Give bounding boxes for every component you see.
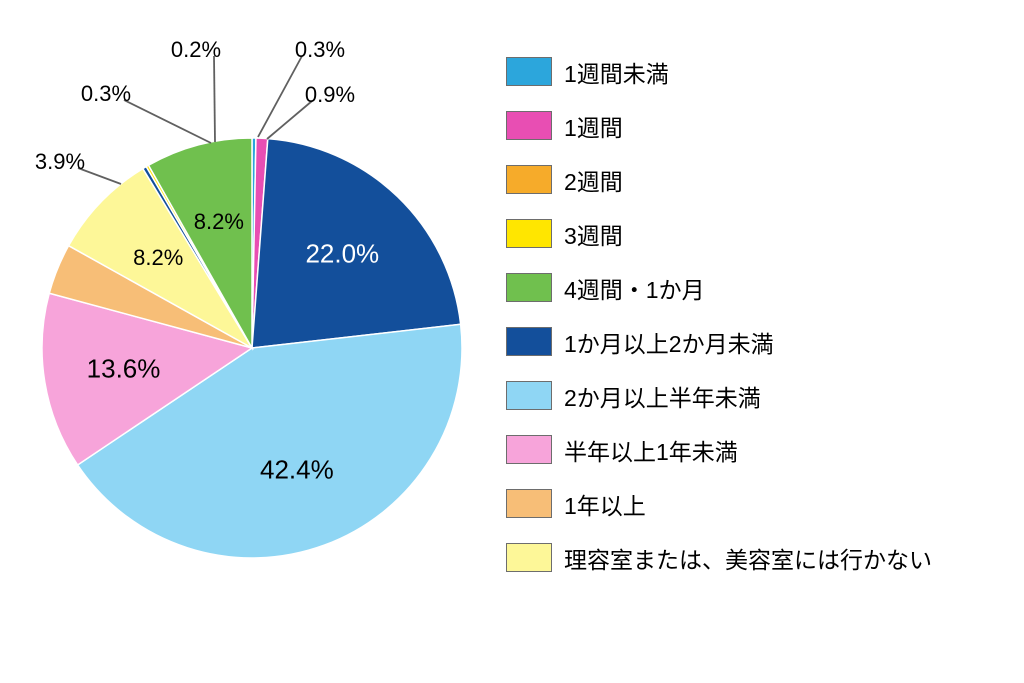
legend-item: 1週間	[506, 112, 932, 139]
legend-swatch	[506, 111, 552, 140]
legend-swatch	[506, 489, 552, 518]
legend-label: 1週間未満	[564, 55, 669, 89]
leader-line	[258, 56, 302, 137]
legend-swatch	[506, 165, 552, 194]
legend-swatch	[506, 327, 552, 356]
legend-item: 3週間	[506, 220, 932, 247]
chart-stage: 0.3% 0.9% 22.0% 42.4% 13.6% 3.9% 8.2% 0.3% 0.2% 8…	[0, 0, 1024, 683]
legend-label: 半年以上1年未満	[564, 433, 738, 467]
legend-item: 2週間	[506, 166, 932, 193]
legend-label: 3週間	[564, 217, 623, 251]
legend: 1週間未満 1週間 2週間 3週間 4週間・1か月 1か月以上2か月未満 2か月以上半年未満…	[506, 58, 932, 571]
legend-item: 1年以上	[506, 490, 932, 517]
leader-line	[214, 56, 215, 142]
leader-line	[124, 100, 211, 143]
legend-item: 理容室または、美容室には行かない	[506, 544, 932, 571]
legend-item: 2か月以上半年未満	[506, 382, 932, 409]
legend-label: 2週間	[564, 163, 623, 197]
slice-label: 0.3%	[295, 37, 345, 63]
legend-swatch	[506, 381, 552, 410]
slice-label: 13.6%	[87, 354, 161, 385]
slice-label: 0.2%	[171, 37, 221, 63]
legend-item: 4週間・1か月	[506, 274, 932, 301]
legend-swatch	[506, 435, 552, 464]
slice-label: 42.4%	[260, 455, 334, 486]
legend-label: 理容室または、美容室には行かない	[564, 541, 932, 575]
legend-label: 2か月以上半年未満	[564, 379, 761, 413]
legend-label: 1週間	[564, 109, 623, 143]
slice-label: 0.9%	[305, 82, 355, 108]
legend-item: 半年以上1年未満	[506, 436, 932, 463]
slice-label: 8.2%	[133, 245, 183, 271]
legend-swatch	[506, 57, 552, 86]
legend-item: 1週間未満	[506, 58, 932, 85]
legend-label: 1年以上	[564, 487, 646, 521]
legend-item: 1か月以上2か月未満	[506, 328, 932, 355]
legend-label: 4週間・1か月	[564, 271, 705, 305]
legend-swatch	[506, 273, 552, 302]
slice-label: 3.9%	[35, 149, 85, 175]
slice-label: 8.2%	[194, 209, 244, 235]
slice-label: 0.3%	[81, 81, 131, 107]
legend-swatch	[506, 543, 552, 572]
slice-label: 22.0%	[305, 239, 379, 270]
legend-swatch	[506, 219, 552, 248]
legend-label: 1か月以上2か月未満	[564, 325, 774, 359]
